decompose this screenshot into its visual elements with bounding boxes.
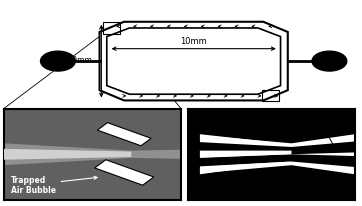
Circle shape bbox=[312, 52, 347, 72]
Bar bbox=[262, 90, 279, 102]
Polygon shape bbox=[97, 123, 151, 146]
Polygon shape bbox=[188, 142, 355, 154]
Text: 10mm: 10mm bbox=[180, 37, 207, 46]
Polygon shape bbox=[200, 151, 291, 158]
Polygon shape bbox=[4, 109, 181, 151]
Polygon shape bbox=[95, 160, 154, 185]
Polygon shape bbox=[200, 162, 291, 174]
Text: 4.9mm: 4.9mm bbox=[66, 55, 92, 64]
Polygon shape bbox=[4, 158, 181, 200]
Polygon shape bbox=[200, 135, 291, 145]
Text: 100μm: 100μm bbox=[280, 113, 319, 137]
Polygon shape bbox=[100, 23, 288, 101]
Polygon shape bbox=[4, 149, 131, 160]
Bar bbox=[188, 109, 200, 200]
Text: Trapped
Air Bubble: Trapped Air Bubble bbox=[11, 175, 97, 194]
Bar bbox=[103, 23, 121, 35]
Text: 100μm: 100μm bbox=[308, 119, 333, 146]
Polygon shape bbox=[188, 165, 355, 200]
Polygon shape bbox=[188, 109, 355, 144]
Polygon shape bbox=[107, 29, 281, 95]
Polygon shape bbox=[188, 154, 355, 167]
Circle shape bbox=[41, 52, 75, 72]
